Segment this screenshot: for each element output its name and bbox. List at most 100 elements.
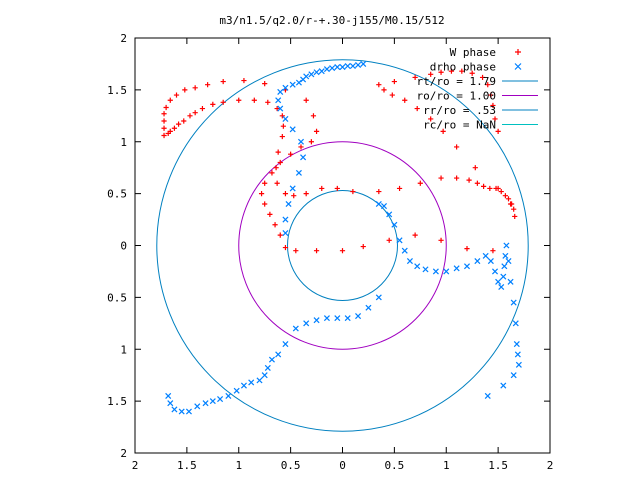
data-point: [262, 180, 268, 186]
data-point: [375, 200, 382, 208]
y-tick-label: 1: [120, 343, 127, 356]
data-point: [360, 60, 367, 67]
data-point: [282, 84, 289, 91]
data-point: [313, 317, 320, 324]
x-tick-label: 1.5: [488, 459, 508, 472]
data-point: [334, 185, 340, 192]
reference-circle: [238, 141, 447, 350]
data-point: [173, 92, 180, 98]
x-tick-label: 0.5: [281, 459, 301, 472]
data-point: [495, 128, 501, 134]
data-point: [258, 191, 265, 197]
data-point: [349, 62, 356, 70]
data-point: [501, 263, 508, 270]
data-point: [303, 191, 309, 197]
data-point: [487, 258, 494, 265]
data-point: [292, 325, 299, 332]
data-point: [269, 170, 275, 176]
data-point: [282, 216, 289, 223]
data-point: [171, 125, 178, 131]
data-point: [454, 144, 460, 150]
data-point: [503, 242, 510, 249]
y-tick-label: 1.5: [107, 84, 127, 97]
data-series: [161, 60, 522, 415]
data-point: [175, 121, 182, 127]
data-point: [505, 258, 512, 265]
data-point: [515, 361, 522, 368]
data-point: [466, 177, 472, 183]
data-point: [265, 99, 271, 105]
y-tick-label: 1.5: [107, 395, 127, 408]
data-point: [288, 151, 294, 157]
data-point: [161, 118, 167, 124]
data-point: [185, 408, 192, 415]
data-point: [329, 65, 336, 72]
data-point: [220, 99, 226, 105]
data-point: [167, 128, 173, 134]
legend-label: drho phase: [430, 61, 496, 74]
data-point: [438, 69, 444, 75]
x-tick-label: 0.5: [384, 459, 404, 472]
data-point: [406, 258, 413, 265]
data-point: [339, 248, 346, 254]
data-point: [274, 180, 280, 186]
data-point: [289, 126, 296, 133]
data-point: [240, 382, 247, 389]
data-point: [236, 97, 242, 103]
data-point: [289, 185, 296, 192]
data-point: [490, 248, 496, 254]
data-point: [500, 382, 507, 389]
data-point: [267, 211, 273, 217]
legend-label: rr/ro = .53: [423, 104, 496, 117]
data-point: [161, 132, 167, 139]
data-point: [464, 246, 470, 252]
data-point: [334, 64, 341, 71]
data-point: [507, 201, 514, 207]
data-point: [502, 252, 509, 259]
data-point: [389, 92, 395, 98]
data-point: [492, 116, 498, 122]
reference-circle: [287, 190, 398, 301]
data-point: [275, 97, 282, 104]
data-point: [261, 372, 268, 379]
data-point: [274, 105, 280, 112]
data-point: [192, 110, 198, 116]
data-point: [163, 104, 169, 111]
data-point: [498, 283, 505, 291]
data-point: [510, 372, 517, 379]
legend-label: W phase: [450, 46, 496, 59]
data-point: [428, 116, 434, 122]
axis-ticks: 2 1.5 1 0.5 0 0.5 1 1.5 221.510.500.511.52: [107, 32, 553, 472]
data-point: [298, 144, 304, 150]
data-point: [282, 230, 289, 237]
data-point: [334, 315, 341, 322]
data-point: [402, 97, 408, 103]
data-point: [268, 356, 275, 363]
x-tick-label: 2: [132, 459, 139, 472]
data-point: [319, 185, 325, 192]
data-point: [282, 244, 289, 251]
data-point: [210, 101, 216, 107]
data-point: [510, 299, 517, 306]
data-point: [438, 237, 444, 243]
data-point: [323, 315, 330, 322]
data-point: [414, 263, 421, 270]
data-point: [344, 62, 351, 70]
data-point: [381, 87, 387, 93]
data-point: [412, 74, 418, 81]
x-tick-label: 1: [443, 459, 450, 472]
data-point: [308, 71, 315, 78]
data-point: [303, 320, 310, 327]
data-point: [279, 133, 285, 140]
data-point: [487, 185, 493, 192]
data-point: [440, 128, 446, 134]
legend-label: ro/ro = 1.00: [417, 90, 496, 103]
data-point: [495, 185, 501, 192]
data-point: [318, 68, 325, 75]
data-point: [463, 263, 471, 270]
data-point: [262, 201, 268, 207]
data-point: [272, 222, 278, 228]
data-point: [323, 66, 330, 73]
data-point: [512, 213, 518, 220]
